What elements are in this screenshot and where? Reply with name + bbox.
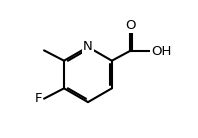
Text: OH: OH bbox=[151, 45, 172, 58]
Text: F: F bbox=[34, 92, 42, 105]
Text: N: N bbox=[83, 40, 93, 53]
Text: O: O bbox=[126, 19, 136, 32]
